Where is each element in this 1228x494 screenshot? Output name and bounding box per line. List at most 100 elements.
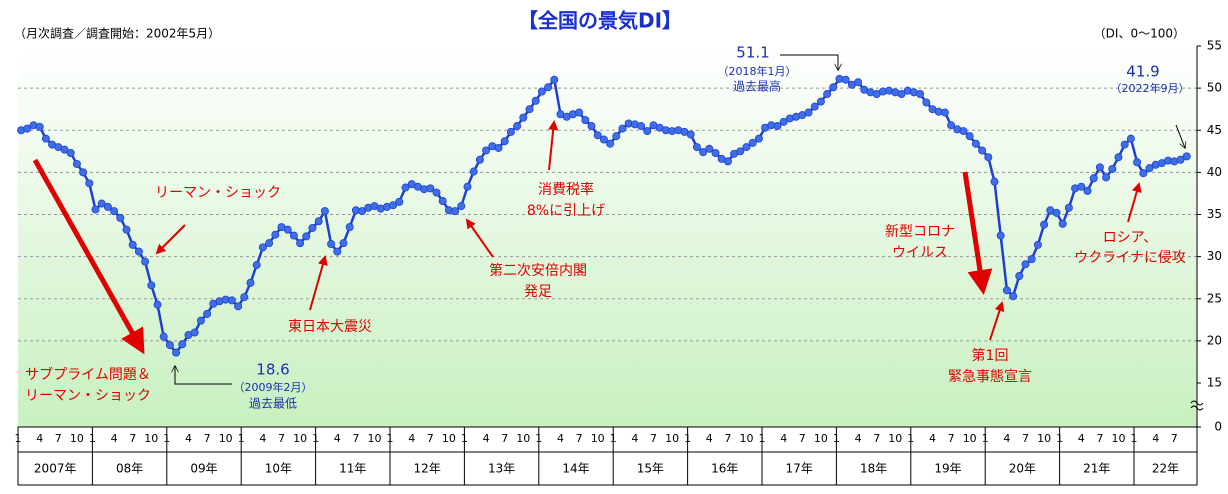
data-point [581, 116, 590, 125]
data-point [134, 247, 143, 256]
data-point [1139, 169, 1148, 178]
x-month-label: 10 [442, 432, 456, 445]
x-month-label: 4 [706, 432, 713, 445]
annotation: ウクライナに侵攻 [1074, 249, 1186, 266]
y-tick-label: 0 [1214, 420, 1222, 434]
data-point [1021, 260, 1030, 269]
x-month-label: 1 [610, 432, 617, 445]
y-tick-label: 30 [1207, 249, 1222, 263]
x-month-label: 7 [650, 432, 657, 445]
data-point [41, 134, 50, 143]
data-point [531, 96, 540, 105]
data-point [779, 117, 788, 126]
data-point [1058, 219, 1067, 228]
data-point [97, 199, 106, 208]
data-point [916, 90, 925, 99]
x-month-label: 10 [591, 432, 605, 445]
annotation: ロシア、 [1103, 230, 1158, 246]
y-tick-label: 15 [1207, 376, 1222, 390]
x-month-label: 1 [684, 432, 691, 445]
data-point [829, 83, 838, 92]
data-point [506, 127, 515, 136]
x-month-label: 7 [1171, 432, 1178, 445]
data-point [79, 168, 88, 177]
data-point [339, 239, 348, 248]
last-note: （2022年9月） [1111, 81, 1190, 95]
data-point [1120, 140, 1129, 149]
data-point [475, 155, 484, 164]
x-month-label: 7 [724, 432, 731, 445]
data-point [395, 197, 404, 206]
x-axis-box [17, 426, 1198, 486]
y-tick-label: 25 [1207, 291, 1222, 305]
data-point [612, 132, 621, 141]
data-point [618, 124, 627, 133]
x-month-label: 1 [238, 432, 245, 445]
y-tick-label: 45 [1207, 123, 1222, 137]
chart-title: 【全国の景気DI】 [518, 9, 682, 33]
data-point [1145, 164, 1154, 173]
data-point [736, 147, 745, 156]
x-month-label: 7 [55, 432, 62, 445]
x-month-label: 10 [963, 432, 977, 445]
min-note: 過去最低 [249, 397, 297, 411]
data-point [252, 261, 261, 270]
data-point [816, 97, 825, 106]
data-point [463, 182, 472, 191]
x-month-label: 10 [144, 432, 158, 445]
data-point [996, 231, 1005, 240]
x-month-label: 4 [36, 432, 43, 445]
data-point [432, 188, 441, 197]
x-month-label: 10 [1037, 432, 1051, 445]
x-month-label: 1 [387, 432, 394, 445]
x-month-label: 1 [163, 432, 170, 445]
data-point [643, 127, 652, 136]
data-point [1182, 152, 1191, 161]
x-month-label: 7 [1022, 432, 1029, 445]
data-point [457, 202, 466, 211]
data-point [345, 223, 354, 232]
data-point [23, 124, 32, 133]
data-point [358, 207, 367, 216]
data-point [971, 139, 980, 148]
data-point [234, 302, 243, 311]
data-point [1176, 155, 1185, 164]
data-point [258, 243, 267, 252]
data-point [271, 230, 280, 239]
data-point [854, 78, 863, 87]
data-point [165, 341, 174, 350]
data-point [1102, 173, 1111, 182]
data-point [1015, 272, 1024, 281]
x-month-label: 4 [334, 432, 341, 445]
x-month-label: 4 [929, 432, 936, 445]
x-month-label: 10 [740, 432, 754, 445]
x-month-label: 7 [873, 432, 880, 445]
data-point [575, 108, 584, 117]
x-year-label: 2007年 [34, 462, 77, 476]
data-point [587, 122, 596, 131]
data-point [314, 217, 323, 226]
data-point [159, 332, 168, 341]
x-month-label: 10 [665, 432, 679, 445]
x-month-label: 1 [982, 432, 989, 445]
data-point [147, 281, 156, 290]
data-point [320, 207, 329, 216]
data-point [246, 278, 255, 287]
data-point [959, 127, 968, 136]
y-tick-label: 50 [1207, 81, 1222, 95]
x-month-label: 1 [89, 432, 96, 445]
data-point [1002, 286, 1011, 295]
data-point [289, 231, 298, 240]
data-point [1052, 208, 1061, 217]
min-label: 18.6 [256, 361, 289, 379]
note-arrows [175, 54, 1185, 385]
data-point [178, 340, 187, 349]
x-month-label: 4 [557, 432, 564, 445]
data-point [308, 223, 317, 232]
x-month-label: 4 [408, 432, 415, 445]
data-point [1033, 240, 1042, 249]
data-point [283, 225, 292, 234]
x-month-label: 7 [948, 432, 955, 445]
x-year-label: 08年 [116, 462, 143, 476]
